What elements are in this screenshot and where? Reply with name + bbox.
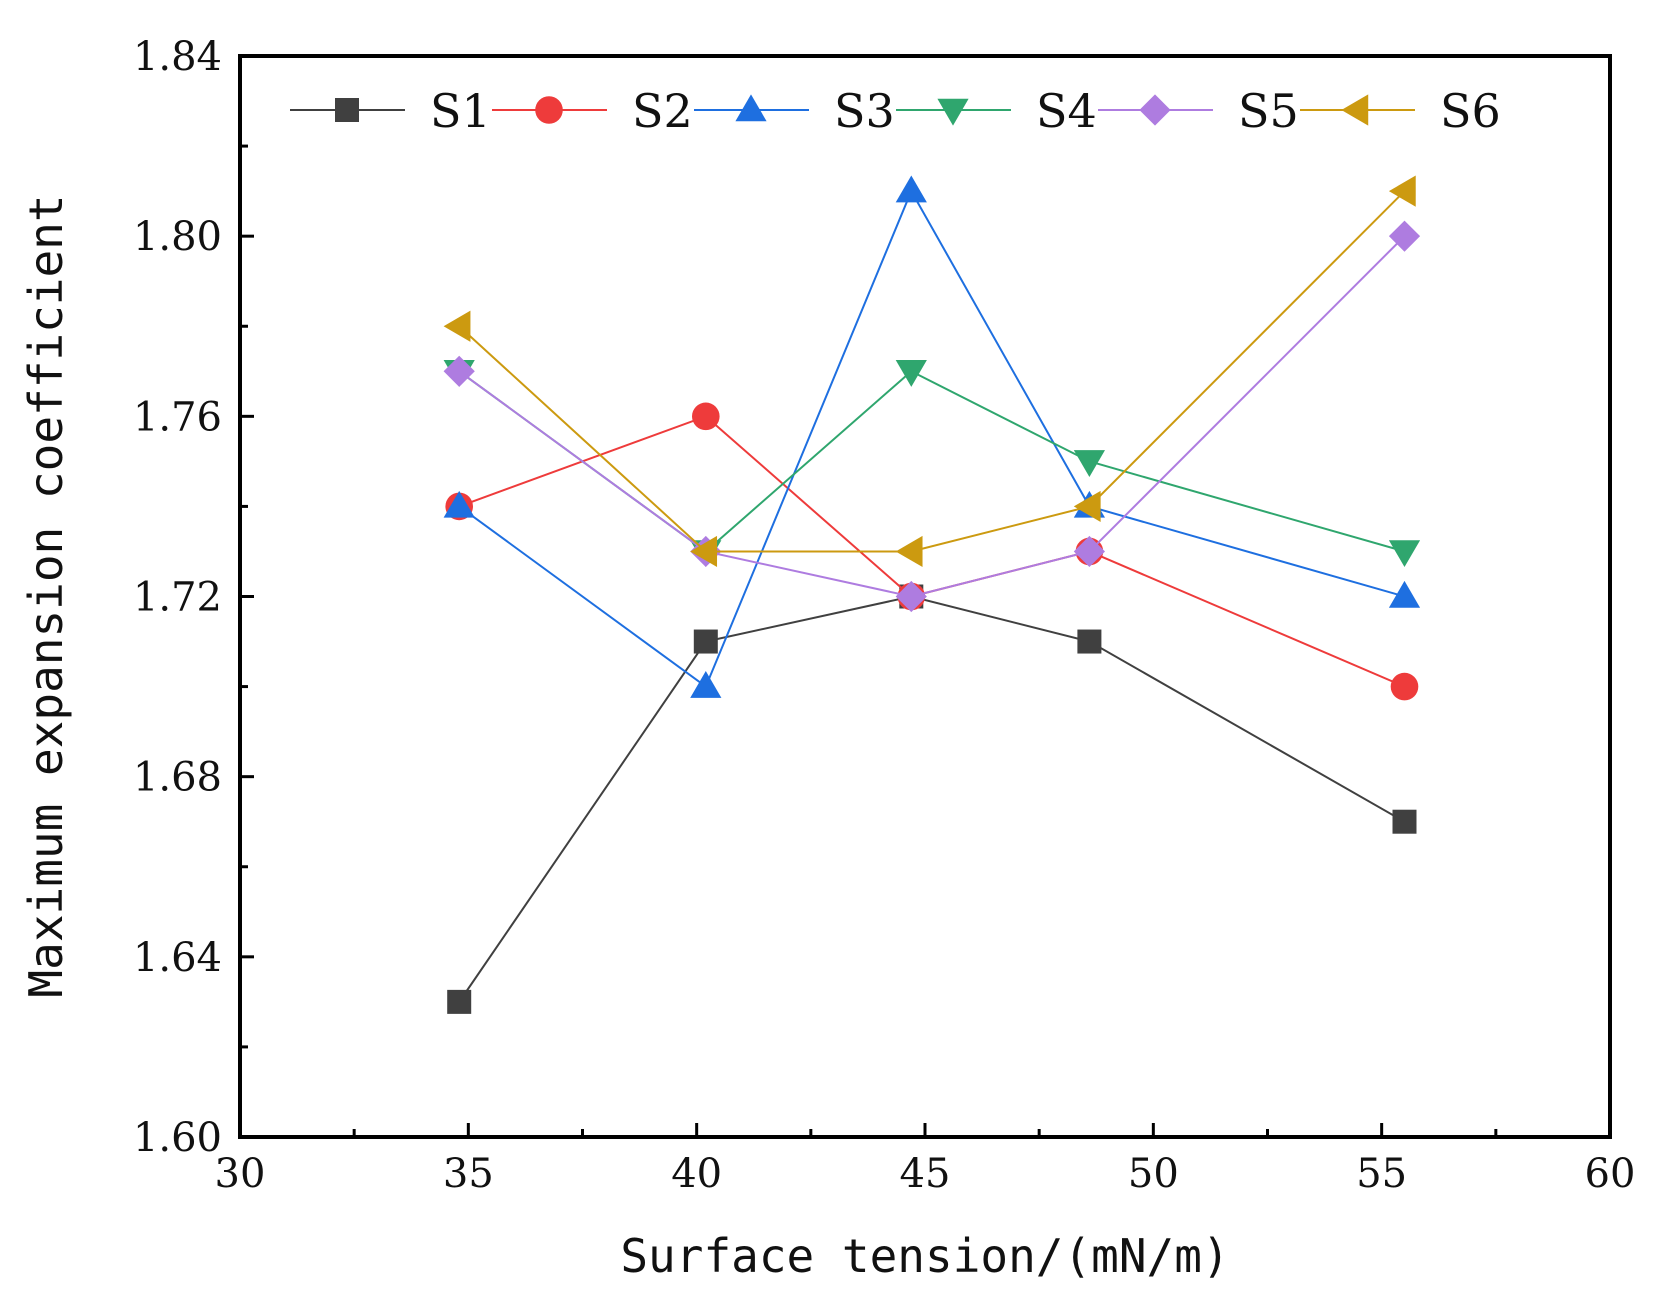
legend-label: S4 — [1036, 84, 1097, 138]
legend-label: S6 — [1440, 84, 1501, 138]
y-tick-label: 1.64 — [133, 935, 222, 981]
series-s5 — [443, 220, 1421, 613]
series-s1 — [447, 584, 1417, 1014]
legend-marker — [937, 98, 969, 126]
data-point — [1388, 175, 1416, 207]
x-tick-label: 35 — [443, 1151, 494, 1197]
data-point — [1388, 540, 1421, 568]
y-axis-title: Maximum expansion coefficient — [19, 194, 73, 997]
legend-item-s2: S2 — [492, 84, 693, 138]
series-line — [458, 595, 1405, 1003]
data-point — [690, 670, 722, 698]
legend-marker — [535, 96, 563, 124]
series-s6 — [443, 175, 1416, 568]
series-line — [458, 190, 1406, 553]
legend-label: S2 — [632, 84, 693, 138]
legend-label: S1 — [430, 84, 491, 138]
data-point — [1390, 672, 1419, 701]
data-point — [1073, 535, 1105, 568]
legend-marker — [735, 94, 767, 122]
data-point — [1392, 809, 1417, 834]
data-point — [1077, 629, 1102, 654]
data-point — [692, 402, 720, 431]
legend-marker — [1341, 94, 1369, 126]
x-tick-label: 40 — [671, 1151, 722, 1197]
data-point — [443, 355, 475, 387]
x-tick-label: 60 — [1585, 1151, 1636, 1197]
legend-item-s6: S6 — [1300, 84, 1501, 138]
y-tick-label: 1.84 — [133, 34, 222, 80]
x-tick-label: 45 — [900, 1151, 951, 1197]
x-tick-label: 55 — [1356, 1151, 1407, 1197]
legend-item-s5: S5 — [1098, 84, 1299, 138]
y-tick-label: 1.80 — [133, 214, 222, 260]
y-tick-label: 1.60 — [133, 1115, 222, 1161]
axis-ticks: 30 35 40 45 50 55 60 1.60 1.64 1.68 1.72 1.76 1.80 1.… — [133, 34, 1636, 1197]
series-line — [458, 370, 1405, 553]
data-point — [1388, 220, 1421, 252]
x-axis-title: Surface tension/(mN/m) — [620, 1229, 1229, 1283]
data-point — [690, 535, 718, 568]
data-point — [895, 580, 927, 613]
data-point — [895, 175, 927, 203]
legend: S1 S2 S3 S4 S5 S6 — [290, 84, 1501, 138]
x-tick-label: 50 — [1128, 1151, 1179, 1197]
series-s3 — [443, 175, 1421, 698]
y-tick-label: 1.68 — [133, 755, 222, 801]
data-point — [1073, 490, 1101, 523]
data-point — [895, 360, 927, 387]
series-line — [458, 188, 1405, 689]
legend-label: S5 — [1238, 84, 1299, 138]
legend-marker — [335, 98, 359, 122]
legend-item-s4: S4 — [896, 84, 1097, 138]
series-s4 — [443, 360, 1421, 568]
legend-label: S3 — [834, 84, 895, 138]
y-tick-label: 1.72 — [133, 575, 222, 621]
legend-item-s1: S1 — [290, 84, 491, 138]
data-point — [443, 490, 475, 518]
series-line — [458, 235, 1406, 598]
data-point — [443, 310, 471, 342]
x-tick-label: 30 — [215, 1151, 266, 1197]
data-point — [693, 629, 718, 654]
data-point — [1388, 580, 1421, 608]
y-tick-label: 1.76 — [133, 394, 222, 440]
data-point — [895, 535, 923, 568]
legend-marker — [1139, 94, 1171, 126]
legend-item-s3: S3 — [694, 84, 895, 138]
series-layer — [443, 175, 1421, 1014]
data-point — [447, 989, 472, 1014]
data-point — [1073, 450, 1105, 477]
